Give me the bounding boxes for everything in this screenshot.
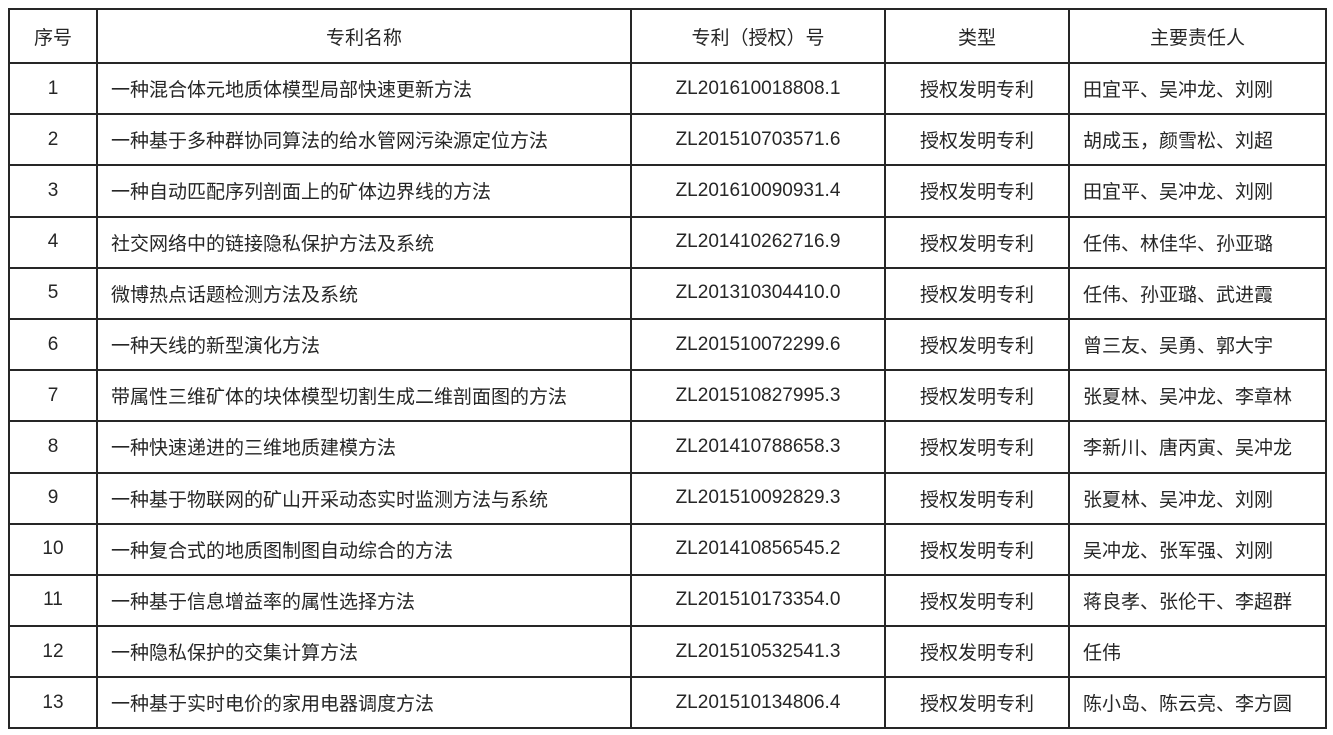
table-row: 9 一种基于物联网的矿山开采动态实时监测方法与系统 ZL201510092829.3… bbox=[8, 471, 1327, 525]
cell-type: 授权发明专利 bbox=[884, 61, 1070, 116]
cell-patent-name: 一种快速递进的三维地质建模方法 bbox=[96, 420, 632, 474]
table-row: 10 一种复合式的地质图制图自动综合的方法 ZL201410856545.2 授权发明… bbox=[8, 522, 1327, 576]
cell-index: 7 bbox=[8, 369, 98, 423]
table-row: 11 一种基于信息增益率的属性选择方法 ZL201510173354.0 授权发明专利… bbox=[8, 573, 1327, 628]
cell-type: 授权发明专利 bbox=[884, 215, 1070, 269]
cell-patent-number: ZL201510827995.3 bbox=[630, 369, 886, 423]
column-header-responsible: 主要责任人 bbox=[1068, 8, 1327, 64]
cell-patent-number: ZL201410856545.2 bbox=[630, 522, 886, 576]
cell-index: 9 bbox=[8, 471, 98, 525]
cell-type: 授权发明专利 bbox=[884, 317, 1070, 372]
cell-patent-number: ZL201510072299.6 bbox=[630, 317, 886, 372]
cell-responsible: 任伟、林佳华、孙亚璐 bbox=[1068, 215, 1327, 269]
cell-type: 授权发明专利 bbox=[884, 420, 1070, 474]
cell-responsible: 蒋良孝、张伦干、李超群 bbox=[1068, 573, 1327, 628]
cell-patent-name: 一种复合式的地质图制图自动综合的方法 bbox=[96, 522, 632, 576]
cell-index: 8 bbox=[8, 420, 98, 474]
cell-patent-name: 一种天线的新型演化方法 bbox=[96, 317, 632, 372]
cell-patent-number: ZL201410262716.9 bbox=[630, 215, 886, 269]
cell-patent-name: 社交网络中的链接隐私保护方法及系统 bbox=[96, 215, 632, 269]
column-header-type: 类型 bbox=[884, 8, 1070, 64]
cell-index: 3 bbox=[8, 164, 98, 218]
cell-responsible: 任伟 bbox=[1068, 625, 1327, 679]
cell-patent-name: 一种基于信息增益率的属性选择方法 bbox=[96, 573, 632, 628]
cell-patent-number: ZL201510703571.6 bbox=[630, 113, 886, 167]
cell-responsible: 田宜平、吴冲龙、刘刚 bbox=[1068, 61, 1327, 116]
cell-patent-name: 一种自动匹配序列剖面上的矿体边界线的方法 bbox=[96, 164, 632, 218]
table-row: 4 社交网络中的链接隐私保护方法及系统 ZL201410262716.9 授权发明专利… bbox=[8, 215, 1327, 269]
cell-index: 10 bbox=[8, 522, 98, 576]
table-row: 8 一种快速递进的三维地质建模方法 ZL201410788658.3 授权发明专利 李新… bbox=[8, 420, 1327, 474]
cell-index: 5 bbox=[8, 266, 98, 320]
cell-patent-number: ZL201610090931.4 bbox=[630, 164, 886, 218]
table-row: 1 一种混合体元地质体模型局部快速更新方法 ZL201610018808.1 授权发明… bbox=[8, 61, 1327, 116]
cell-responsible: 张夏林、吴冲龙、刘刚 bbox=[1068, 471, 1327, 525]
cell-patent-number: ZL201510532541.3 bbox=[630, 625, 886, 679]
patent-table: 序号 专利名称 专利（授权）号 类型 主要责任人 1 一种混合体元地质体模型局部快速更新方… bbox=[8, 8, 1327, 730]
cell-responsible: 张夏林、吴冲龙、李章林 bbox=[1068, 369, 1327, 423]
cell-responsible: 吴冲龙、张军强、刘刚 bbox=[1068, 522, 1327, 576]
cell-patent-name: 微博热点话题检测方法及系统 bbox=[96, 266, 632, 320]
cell-patent-name: 带属性三维矿体的块体模型切割生成二维剖面图的方法 bbox=[96, 369, 632, 423]
header-row: 序号 专利名称 专利（授权）号 类型 主要责任人 bbox=[8, 8, 1327, 64]
cell-responsible: 胡成玉，颜雪松、刘超 bbox=[1068, 113, 1327, 167]
table-row: 2 一种基于多种群协同算法的给水管网污染源定位方法 ZL201510703571.6… bbox=[8, 113, 1327, 167]
column-header-index: 序号 bbox=[8, 8, 98, 64]
cell-type: 授权发明专利 bbox=[884, 113, 1070, 167]
table-row: 12 一种隐私保护的交集计算方法 ZL201510532541.3 授权发明专利 任伟 bbox=[8, 625, 1327, 679]
cell-type: 授权发明专利 bbox=[884, 164, 1070, 218]
cell-patent-number: ZL201610018808.1 bbox=[630, 61, 886, 116]
cell-index: 13 bbox=[8, 676, 98, 730]
cell-patent-name: 一种基于实时电价的家用电器调度方法 bbox=[96, 676, 632, 730]
cell-index: 12 bbox=[8, 625, 98, 679]
cell-patent-name: 一种混合体元地质体模型局部快速更新方法 bbox=[96, 61, 632, 116]
cell-responsible: 田宜平、吴冲龙、刘刚 bbox=[1068, 164, 1327, 218]
cell-patent-number: ZL201510173354.0 bbox=[630, 573, 886, 628]
cell-patent-number: ZL201510092829.3 bbox=[630, 471, 886, 525]
table-body: 1 一种混合体元地质体模型局部快速更新方法 ZL201610018808.1 授权发明… bbox=[8, 61, 1327, 730]
column-header-patent-name: 专利名称 bbox=[96, 8, 632, 64]
cell-type: 授权发明专利 bbox=[884, 573, 1070, 628]
table-row: 5 微博热点话题检测方法及系统 ZL201310304410.0 授权发明专利 任伟、孙… bbox=[8, 266, 1327, 320]
cell-patent-number: ZL201510134806.4 bbox=[630, 676, 886, 730]
cell-patent-name: 一种隐私保护的交集计算方法 bbox=[96, 625, 632, 679]
table-row: 3 一种自动匹配序列剖面上的矿体边界线的方法 ZL201610090931.4 授权发… bbox=[8, 164, 1327, 218]
cell-type: 授权发明专利 bbox=[884, 471, 1070, 525]
cell-type: 授权发明专利 bbox=[884, 676, 1070, 730]
cell-type: 授权发明专利 bbox=[884, 266, 1070, 320]
cell-patent-number: ZL201310304410.0 bbox=[630, 266, 886, 320]
table-row: 6 一种天线的新型演化方法 ZL201510072299.6 授权发明专利 曾三友、吴勇… bbox=[8, 317, 1327, 372]
cell-patent-name: 一种基于物联网的矿山开采动态实时监测方法与系统 bbox=[96, 471, 632, 525]
cell-type: 授权发明专利 bbox=[884, 369, 1070, 423]
cell-index: 1 bbox=[8, 61, 98, 116]
cell-index: 11 bbox=[8, 573, 98, 628]
column-header-patent-number: 专利（授权）号 bbox=[630, 8, 886, 64]
cell-patent-name: 一种基于多种群协同算法的给水管网污染源定位方法 bbox=[96, 113, 632, 167]
cell-responsible: 曾三友、吴勇、郭大宇 bbox=[1068, 317, 1327, 372]
cell-index: 4 bbox=[8, 215, 98, 269]
cell-type: 授权发明专利 bbox=[884, 522, 1070, 576]
cell-index: 6 bbox=[8, 317, 98, 372]
cell-index: 2 bbox=[8, 113, 98, 167]
cell-responsible: 任伟、孙亚璐、武进霞 bbox=[1068, 266, 1327, 320]
table-row: 13 一种基于实时电价的家用电器调度方法 ZL201510134806.4 授权发明专… bbox=[8, 676, 1327, 730]
cell-responsible: 李新川、唐丙寅、吴冲龙 bbox=[1068, 420, 1327, 474]
cell-responsible: 陈小岛、陈云亮、李方圆 bbox=[1068, 676, 1327, 730]
cell-patent-number: ZL201410788658.3 bbox=[630, 420, 886, 474]
cell-type: 授权发明专利 bbox=[884, 625, 1070, 679]
table-row: 7 带属性三维矿体的块体模型切割生成二维剖面图的方法 ZL201510827995.… bbox=[8, 369, 1327, 423]
